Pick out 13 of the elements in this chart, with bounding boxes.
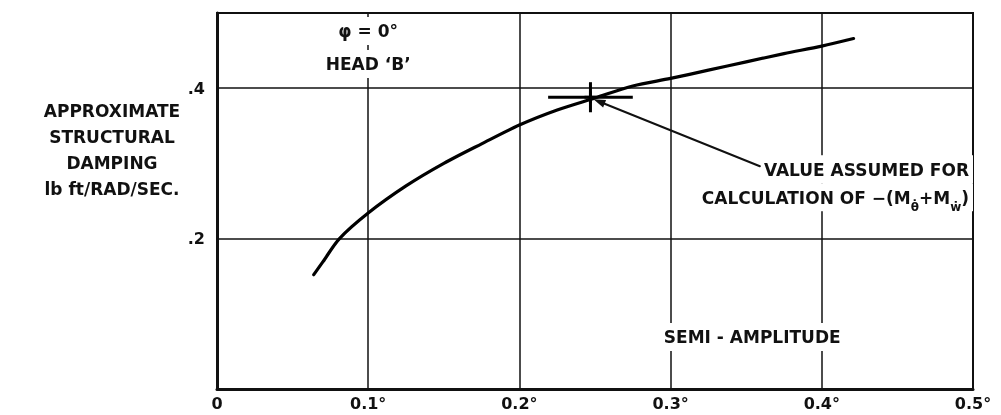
y-tick-label: .4 — [187, 78, 205, 98]
x-tick-label: 0.1° — [350, 393, 387, 413]
annotation: HEAD ‘B’ — [325, 54, 411, 74]
x-tick-label: 0 — [211, 393, 223, 413]
y-tick-label: .2 — [187, 229, 205, 249]
x-axis-title: SEMI - AMPLITUDE — [663, 327, 841, 348]
x-tick-label: 0.5° — [954, 393, 992, 413]
annotation: φ = 0° — [338, 21, 399, 41]
x-tick-label: 0.4° — [803, 393, 840, 413]
x-tick-label: 0.2° — [501, 393, 538, 413]
x-tick-label: 0.3° — [652, 393, 689, 413]
y-axis-title: APPROXIMATE STRUCTURAL DAMPING lb ft/RAD/SEC. — [43, 100, 181, 199]
annotation: VALUE ASSUMED FOR CALCULATION OF −(M$_{θ̇}$+M$_{ẇ}$) — [701, 160, 969, 215]
